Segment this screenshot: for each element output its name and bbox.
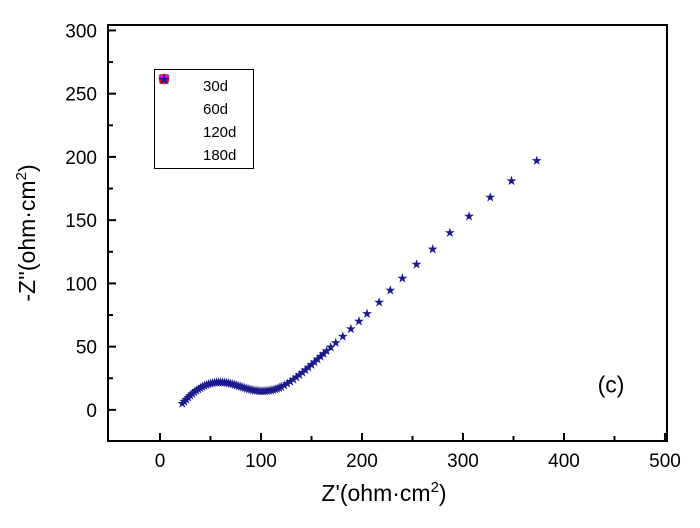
y-tick-label: 150 bbox=[65, 211, 97, 232]
legend-box: 30d 60d 120d 180d bbox=[154, 69, 254, 169]
legend-label: 180d bbox=[203, 147, 237, 164]
legend-label: 30d bbox=[203, 78, 229, 95]
series-180d-points bbox=[177, 155, 542, 408]
y-axis-title-sup: 2 bbox=[13, 172, 31, 181]
x-axis-title-suffix: ) bbox=[438, 479, 447, 506]
x-tick-label: 300 bbox=[447, 451, 479, 472]
plot-frame bbox=[107, 24, 668, 442]
panel-label: (c) bbox=[597, 371, 625, 398]
x-tick-label: 500 bbox=[649, 451, 681, 472]
legend-entry-120d: 120d bbox=[155, 75, 253, 144]
x-tick-label: 200 bbox=[346, 451, 378, 472]
y-tick-label: 100 bbox=[65, 274, 97, 295]
y-tick-label: 200 bbox=[65, 148, 97, 169]
x-tick-label: 0 bbox=[155, 451, 166, 472]
y-tick-label: 250 bbox=[65, 85, 97, 106]
y-tick-label: 50 bbox=[76, 338, 97, 359]
legend-entry-60d: 60d bbox=[155, 73, 253, 121]
y-tick-label: 0 bbox=[86, 401, 97, 422]
y-axis-title-suffix: ) bbox=[13, 164, 40, 173]
legend-entry-180d: 180d bbox=[155, 73, 253, 167]
y-axis-title: -Z''(ohm·cm2) bbox=[13, 164, 41, 301]
x-axis-title-sup: 2 bbox=[430, 479, 439, 497]
legend-label: 120d bbox=[203, 124, 237, 141]
x-tick-label: 400 bbox=[548, 451, 580, 472]
y-axis-title-text: -Z''(ohm·cm bbox=[13, 180, 40, 302]
x-tick-label: 100 bbox=[245, 451, 277, 472]
x-axis-title: Z'(ohm·cm2) bbox=[321, 479, 446, 507]
y-tick-label: 300 bbox=[65, 21, 97, 42]
x-axis-title-text: Z'(ohm·cm bbox=[321, 479, 431, 506]
legend-label: 60d bbox=[203, 101, 229, 118]
